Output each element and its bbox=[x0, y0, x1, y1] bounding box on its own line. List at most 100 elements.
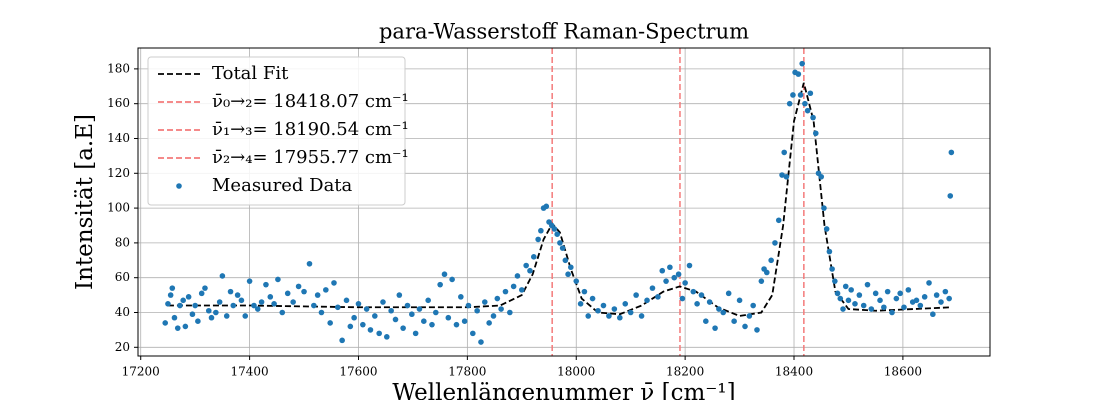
data-point bbox=[845, 297, 852, 304]
data-point bbox=[565, 271, 571, 278]
data-point bbox=[376, 330, 382, 337]
data-point bbox=[829, 266, 835, 272]
data-point bbox=[881, 304, 887, 311]
data-point bbox=[821, 205, 827, 211]
data-point bbox=[754, 327, 760, 333]
data-point bbox=[663, 278, 669, 284]
data-point bbox=[174, 325, 181, 331]
data-point bbox=[810, 114, 816, 121]
data-point bbox=[946, 295, 952, 302]
data-point bbox=[804, 107, 811, 114]
data-point bbox=[562, 257, 569, 264]
data-point bbox=[622, 300, 629, 307]
data-point bbox=[263, 281, 269, 288]
data-point bbox=[360, 321, 366, 328]
data-point bbox=[355, 300, 362, 307]
data-point bbox=[458, 294, 464, 300]
data-point bbox=[404, 302, 411, 309]
data-point bbox=[275, 276, 281, 283]
data-point bbox=[392, 316, 399, 323]
data-point bbox=[834, 290, 841, 297]
data-point bbox=[848, 287, 854, 293]
data-point bbox=[775, 217, 782, 224]
data-point bbox=[779, 172, 785, 178]
data-point bbox=[694, 300, 700, 307]
data-point bbox=[284, 290, 291, 297]
data-point bbox=[400, 325, 406, 331]
data-point bbox=[189, 311, 196, 318]
data-point bbox=[205, 307, 212, 314]
data-point bbox=[926, 280, 932, 286]
data-point bbox=[706, 299, 713, 305]
data-point bbox=[864, 281, 871, 288]
data-point bbox=[441, 271, 448, 278]
legend-label: Total Fit bbox=[212, 63, 289, 84]
data-point bbox=[889, 309, 895, 316]
data-point bbox=[202, 285, 208, 291]
data-point bbox=[216, 299, 223, 305]
data-point bbox=[507, 309, 513, 316]
data-point bbox=[306, 260, 313, 267]
data-point bbox=[383, 334, 390, 340]
data-point bbox=[712, 325, 718, 331]
data-point bbox=[913, 297, 920, 304]
data-point bbox=[790, 92, 796, 98]
data-point bbox=[667, 264, 673, 271]
data-point bbox=[659, 267, 666, 274]
data-point bbox=[868, 306, 875, 312]
data-point bbox=[425, 297, 431, 304]
data-point bbox=[763, 269, 770, 276]
data-point bbox=[453, 321, 460, 328]
data-point bbox=[802, 100, 808, 107]
x-tick-label: 17400 bbox=[231, 365, 269, 379]
data-point bbox=[557, 240, 563, 246]
data-point bbox=[823, 226, 830, 232]
data-point bbox=[786, 100, 793, 107]
data-point bbox=[267, 294, 274, 300]
data-point bbox=[812, 130, 819, 137]
x-tick-label: 18600 bbox=[884, 365, 922, 379]
y-axis-label: Intensität [a.E] bbox=[72, 114, 98, 290]
data-point bbox=[832, 278, 838, 284]
data-point bbox=[551, 226, 558, 232]
data-point bbox=[523, 262, 529, 269]
x-tick-label: 17200 bbox=[122, 365, 160, 379]
data-point bbox=[797, 92, 804, 98]
data-point bbox=[921, 294, 928, 300]
x-tick-label: 18200 bbox=[666, 365, 704, 379]
data-point bbox=[720, 309, 727, 316]
data-point bbox=[208, 314, 215, 321]
data-point bbox=[686, 262, 693, 269]
chart-title: para-Wasserstoff Raman-Spectrum bbox=[379, 20, 749, 44]
data-point bbox=[947, 193, 954, 199]
y-tick-label: 20 bbox=[115, 340, 130, 354]
data-point bbox=[933, 292, 940, 298]
y-tick-label: 80 bbox=[115, 235, 130, 249]
data-point bbox=[872, 290, 879, 297]
data-point bbox=[617, 314, 623, 321]
data-point bbox=[171, 314, 178, 321]
data-point bbox=[295, 283, 302, 290]
data-point bbox=[498, 306, 504, 312]
data-point bbox=[638, 313, 645, 319]
legend: Total Fit ν̄₀→₂= 18418.07 cm⁻¹ ν̄₁→₃= 1819… bbox=[147, 56, 409, 206]
data-point bbox=[585, 313, 592, 319]
data-point bbox=[258, 299, 265, 305]
data-point bbox=[481, 299, 488, 305]
data-point bbox=[238, 297, 245, 304]
data-point bbox=[559, 245, 566, 251]
y-tick-label: 140 bbox=[107, 131, 130, 145]
data-point bbox=[901, 304, 907, 311]
data-point bbox=[412, 330, 419, 337]
data-point bbox=[600, 302, 607, 309]
data-point bbox=[470, 330, 476, 337]
data-point bbox=[311, 302, 317, 309]
data-point bbox=[279, 309, 286, 316]
y-tick-label: 100 bbox=[107, 201, 130, 215]
data-point bbox=[177, 302, 183, 309]
data-point bbox=[416, 306, 423, 312]
data-point bbox=[768, 257, 774, 264]
data-point bbox=[227, 288, 234, 295]
